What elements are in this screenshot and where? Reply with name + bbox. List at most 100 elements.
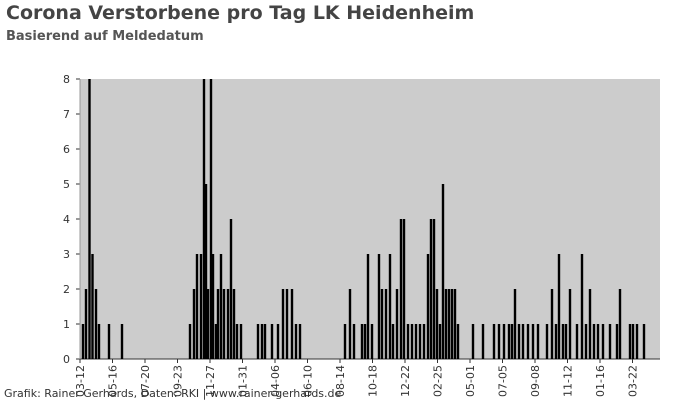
bar: [410, 324, 414, 359]
bar: [618, 289, 622, 359]
x-tick-label: 06-10: [302, 365, 315, 397]
bar: [81, 324, 85, 359]
bar: [97, 324, 101, 359]
bar: [550, 289, 554, 359]
x-tick-label: 02-25: [432, 365, 445, 397]
bar: [366, 254, 370, 359]
bar: [235, 324, 239, 359]
bar: [564, 324, 568, 359]
bar: [414, 324, 418, 359]
bar: [642, 324, 646, 359]
y-tick-label: 8: [63, 73, 70, 86]
bar: [294, 324, 298, 359]
bar: [370, 324, 374, 359]
bar: [441, 184, 445, 359]
x-tick-label: 11-12: [562, 365, 575, 397]
bar: [429, 219, 433, 359]
bar: [456, 324, 460, 359]
bar: [531, 324, 535, 359]
bar: [568, 289, 572, 359]
bar: [481, 324, 485, 359]
x-tick-label: 01-31: [237, 365, 250, 397]
footer: Grafik: Rainer Gerhards, Daten: RKI | ww…: [4, 387, 342, 400]
bar: [285, 289, 289, 359]
bar: [435, 289, 439, 359]
y-tick-label: 5: [63, 178, 70, 191]
bar: [211, 254, 215, 359]
bar: [507, 324, 511, 359]
bar: [84, 289, 88, 359]
bar: [557, 254, 561, 359]
bar: [107, 324, 111, 359]
x-tick-label: 09-08: [529, 365, 542, 397]
bar: [584, 324, 588, 359]
bar: [444, 289, 448, 359]
bar: [204, 184, 208, 359]
bar: [631, 324, 635, 359]
bar: [214, 324, 218, 359]
bar: [263, 324, 267, 359]
x-tick-label: 07-20: [139, 365, 152, 397]
bar: [363, 324, 367, 359]
bar: [399, 219, 403, 359]
bar: [120, 324, 124, 359]
bar: [276, 324, 280, 359]
y-tick-label: 4: [63, 213, 70, 226]
bar: [418, 324, 422, 359]
bar: [453, 289, 457, 359]
bar: [554, 324, 558, 359]
bar: [348, 289, 352, 359]
x-tick-label: 08-14: [334, 365, 347, 397]
bar: [229, 219, 233, 359]
bar: [209, 79, 213, 359]
bar: [438, 324, 442, 359]
bar: [596, 324, 600, 359]
bar: [497, 324, 501, 359]
bar: [575, 324, 579, 359]
bar: [219, 254, 223, 359]
bar: [471, 324, 475, 359]
bar: [502, 324, 506, 359]
bar: [391, 324, 395, 359]
bar: [343, 324, 347, 359]
bar: [536, 324, 540, 359]
y-tick-label: 7: [63, 108, 70, 121]
bar: [202, 79, 206, 359]
x-tick-label: 03-12: [74, 365, 87, 397]
bar: [426, 254, 430, 359]
bar: [450, 289, 454, 359]
bar: [432, 219, 436, 359]
x-tick-label: 09-23: [172, 365, 185, 397]
bar: [352, 324, 356, 359]
bar: [635, 324, 639, 359]
bar: [94, 289, 98, 359]
bar: [195, 254, 199, 359]
y-tick-label: 3: [63, 248, 70, 261]
chart-subtitle: Basierend auf Meldedatum: [6, 29, 204, 44]
x-tick-label: 10-18: [367, 365, 380, 397]
bar: [615, 324, 619, 359]
bar: [510, 324, 514, 359]
bar: [298, 324, 302, 359]
y-tick-label: 1: [63, 318, 70, 331]
bar: [188, 324, 192, 359]
x-tick-label: 04-06: [269, 365, 282, 397]
bar: [592, 324, 596, 359]
bar: [422, 324, 426, 359]
chart-title: Corona Verstorbene pro Tag LK Heidenheim: [6, 2, 474, 24]
x-tick-label: 11-27: [204, 365, 217, 397]
bar: [222, 289, 226, 359]
y-tick-label: 2: [63, 283, 70, 296]
bar: [517, 324, 521, 359]
bar: [402, 219, 406, 359]
bar: [406, 324, 410, 359]
bar: [256, 324, 260, 359]
bar: [226, 289, 230, 359]
y-tick-label: 0: [63, 353, 70, 366]
bar: [270, 324, 274, 359]
bar: [608, 324, 612, 359]
bar: [492, 324, 496, 359]
bar: [192, 289, 196, 359]
bar: [388, 254, 392, 359]
